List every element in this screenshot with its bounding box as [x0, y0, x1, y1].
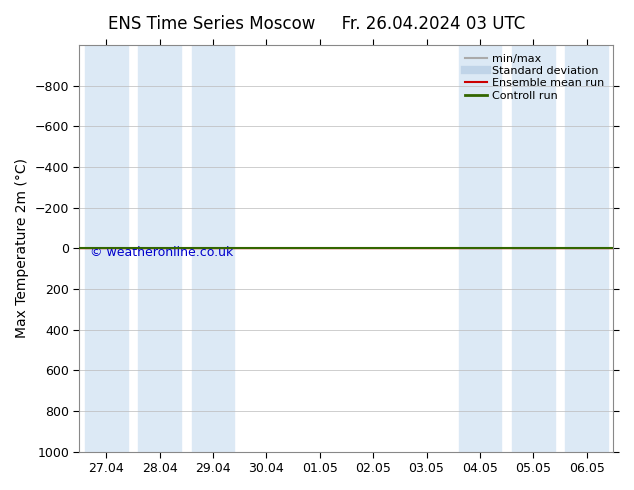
Legend: min/max, Standard deviation, Ensemble mean run, Controll run: min/max, Standard deviation, Ensemble me… [461, 50, 608, 104]
Bar [458, 45, 501, 452]
Text: © weatheronline.co.uk: © weatheronline.co.uk [90, 246, 233, 259]
Bar [191, 45, 235, 452]
Text: ENS Time Series Moscow     Fr. 26.04.2024 03 UTC: ENS Time Series Moscow Fr. 26.04.2024 03… [108, 15, 526, 33]
Bar [566, 45, 608, 452]
Y-axis label: Max Temperature 2m (°C): Max Temperature 2m (°C) [15, 158, 29, 338]
Bar [512, 45, 555, 452]
Bar [85, 45, 127, 452]
Bar [138, 45, 181, 452]
